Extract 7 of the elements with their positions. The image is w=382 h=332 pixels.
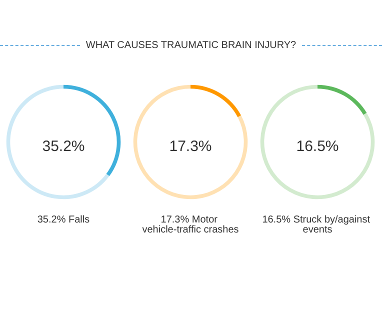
text: 17.3% Motor vehicle-traffic crashes [142, 214, 239, 236]
text: 16.5% [296, 138, 339, 155]
text: 17.3% [169, 138, 212, 155]
text: WHAT CAUSES TRAUMATIC BRAIN INJURY? [86, 40, 296, 51]
text: 35.2% Falls [37, 214, 90, 226]
text: 35.2% [42, 138, 85, 155]
text: 16.5% Struck by/against events [262, 214, 373, 236]
